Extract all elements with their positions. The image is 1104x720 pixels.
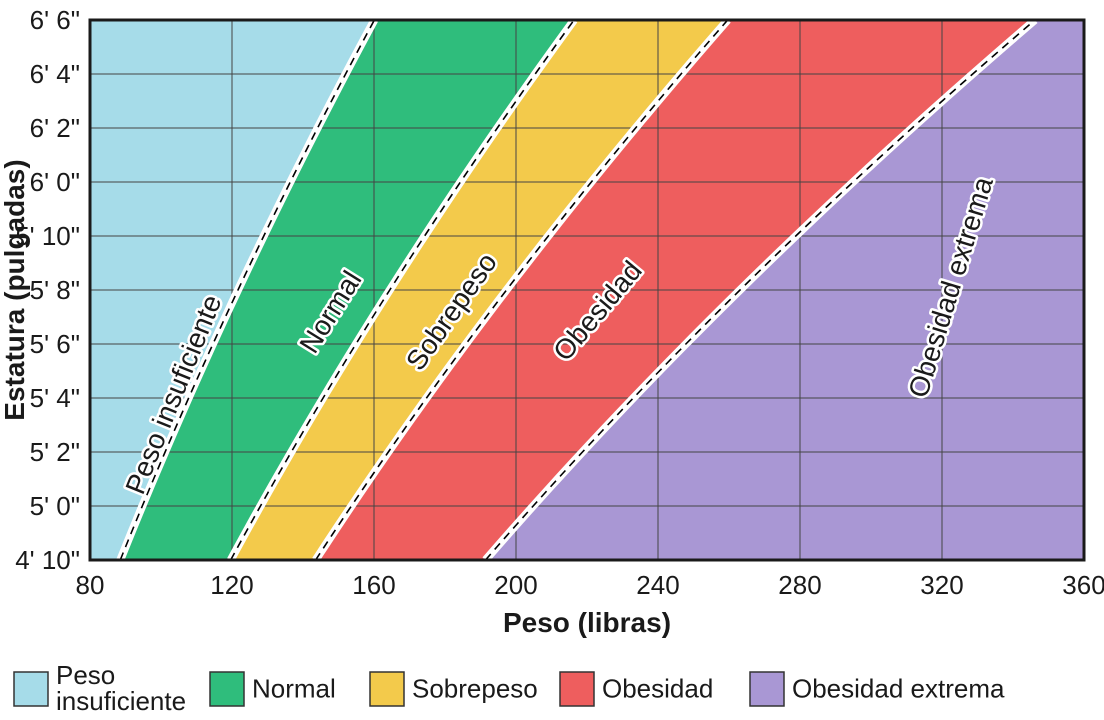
legend-swatch-obese bbox=[560, 672, 594, 706]
y-tick-label: 6' 4" bbox=[30, 59, 80, 89]
legend-label-normal: Normal bbox=[252, 674, 336, 704]
y-tick-label: 5' 0" bbox=[30, 491, 80, 521]
x-tick-label: 240 bbox=[636, 570, 679, 600]
y-axis-title: Estatura (pulgadas) bbox=[0, 159, 30, 420]
legend-swatch-normal bbox=[210, 672, 244, 706]
x-tick-label: 360 bbox=[1062, 570, 1104, 600]
x-tick-label: 160 bbox=[352, 570, 395, 600]
y-tick-label: 6' 6" bbox=[30, 5, 80, 35]
y-tick-label: 5' 4" bbox=[30, 383, 80, 413]
x-tick-label: 280 bbox=[778, 570, 821, 600]
x-tick-label: 200 bbox=[494, 570, 537, 600]
y-tick-label: 6' 0" bbox=[30, 167, 80, 197]
x-axis-title: Peso (libras) bbox=[503, 607, 671, 638]
bmi-chart: Peso insuficienteNormalSobrepesoObesidad… bbox=[0, 0, 1104, 720]
legend-swatch-overweight bbox=[370, 672, 404, 706]
x-tick-label: 120 bbox=[210, 570, 253, 600]
legend-label-extreme: Obesidad extrema bbox=[792, 674, 1005, 704]
legend: PesoinsuficienteNormalSobrepesoObesidadO… bbox=[14, 660, 1005, 716]
legend-label-underweight: insuficiente bbox=[56, 686, 186, 716]
y-tick-label: 5' 2" bbox=[30, 437, 80, 467]
y-tick-label: 5' 6" bbox=[30, 329, 80, 359]
y-tick-label: 5' 8" bbox=[30, 275, 80, 305]
legend-label-overweight: Sobrepeso bbox=[412, 674, 538, 704]
legend-swatch-underweight bbox=[14, 672, 48, 706]
y-tick-label: 4' 10" bbox=[15, 545, 80, 575]
x-tick-label: 320 bbox=[920, 570, 963, 600]
y-tick-label: 6' 2" bbox=[30, 113, 80, 143]
legend-label-obese: Obesidad bbox=[602, 674, 713, 704]
legend-swatch-extreme bbox=[750, 672, 784, 706]
